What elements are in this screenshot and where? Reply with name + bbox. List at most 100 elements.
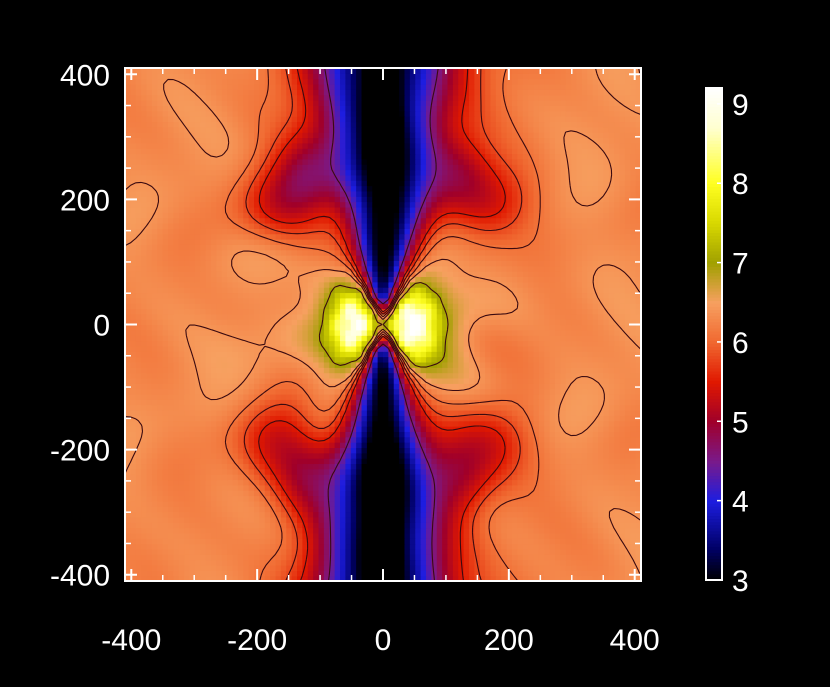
heatmap-cell — [431, 452, 438, 459]
heatmap-cell — [426, 388, 432, 395]
heatmap-cell — [221, 532, 228, 539]
heatmap-cell — [178, 319, 185, 326]
heatmap-cell — [205, 559, 212, 566]
heatmap-cell — [232, 575, 239, 581]
heatmap-cell — [259, 372, 266, 379]
heatmap-cell — [393, 356, 400, 363]
heatmap-cell — [248, 564, 255, 571]
heatmap-cell — [297, 324, 303, 331]
heatmap-cell — [528, 329, 535, 336]
heatmap-cell — [555, 500, 561, 507]
heatmap-cell — [200, 351, 207, 358]
heatmap-cell — [356, 303, 363, 310]
heatmap-cell — [340, 393, 346, 400]
heatmap-cell — [409, 554, 416, 561]
heatmap-cell — [517, 570, 524, 577]
heatmap-cell — [426, 474, 432, 481]
heatmap-cell — [297, 436, 303, 443]
heatmap-cell — [350, 468, 357, 475]
heatmap-cell — [490, 564, 497, 571]
heatmap-cell — [533, 383, 540, 390]
heatmap-cell — [280, 570, 287, 577]
heatmap-cell — [211, 431, 217, 438]
heatmap-cell — [189, 506, 196, 513]
heatmap-cell — [211, 570, 217, 577]
heatmap-cell — [506, 367, 513, 374]
heatmap-cell — [162, 399, 169, 406]
heatmap-cell — [356, 436, 363, 443]
heatmap-cell — [146, 340, 153, 347]
heatmap-cell — [318, 506, 325, 513]
heatmap-cell — [232, 313, 239, 320]
heatmap-cell — [576, 399, 583, 406]
heatmap-cell — [485, 404, 492, 411]
heatmap-cell — [517, 329, 524, 336]
heatmap-cell — [614, 303, 621, 310]
heatmap-cell — [592, 356, 599, 363]
heatmap-cell — [270, 500, 277, 507]
heatmap-cell — [264, 516, 271, 523]
heatmap-cell — [581, 527, 588, 534]
heatmap-cell — [329, 399, 336, 406]
heatmap-cell — [259, 383, 266, 390]
heatmap-cell — [458, 340, 465, 347]
heatmap-cell — [619, 340, 626, 347]
heatmap-cell — [211, 468, 217, 475]
heatmap-cell — [275, 575, 282, 581]
heatmap-cell — [544, 570, 551, 577]
heatmap-cell — [442, 452, 449, 459]
heatmap-cell — [635, 361, 641, 368]
heatmap-cell — [538, 356, 545, 363]
heatmap-cell — [141, 372, 148, 379]
heatmap-cell — [178, 500, 185, 507]
heatmap-cell — [565, 329, 572, 336]
heatmap-cell — [538, 415, 545, 422]
heatmap-cell — [302, 431, 309, 438]
heatmap-cell — [221, 404, 228, 411]
heatmap-cell — [377, 303, 384, 310]
heatmap-cell — [603, 522, 610, 529]
heatmap-cell — [151, 554, 158, 561]
heatmap-cell — [426, 559, 432, 566]
heatmap-cell — [157, 399, 164, 406]
heatmap-cell — [184, 393, 191, 400]
heatmap-cell — [614, 559, 621, 566]
heatmap-cell — [635, 426, 641, 432]
heatmap-cell — [302, 426, 309, 432]
heatmap-cell — [323, 506, 330, 513]
heatmap-cell — [426, 308, 432, 315]
heatmap-cell — [399, 506, 406, 513]
heatmap-cell — [243, 570, 250, 577]
heatmap-cell — [630, 575, 637, 581]
heatmap-cell — [442, 351, 449, 358]
heatmap-cell — [232, 303, 239, 310]
heatmap-cell — [189, 452, 196, 459]
heatmap-cell — [329, 361, 336, 368]
heatmap-cell — [469, 479, 475, 486]
heatmap-cell — [323, 516, 330, 523]
heatmap-cell — [189, 458, 196, 465]
heatmap-cell — [490, 458, 497, 465]
heatmap-cell — [485, 511, 492, 518]
heatmap-cell — [302, 329, 309, 336]
heatmap-cell — [517, 575, 524, 581]
heatmap-cell — [581, 452, 588, 459]
heatmap-cell — [592, 554, 599, 561]
heatmap-cell — [522, 570, 529, 577]
heatmap-cell — [506, 335, 513, 342]
heatmap-cell — [560, 522, 567, 529]
heatmap-cell — [313, 511, 320, 518]
heatmap-cell — [431, 415, 438, 422]
heatmap-cell — [512, 490, 518, 497]
heatmap-cell — [458, 484, 465, 491]
heatmap-cell — [264, 442, 271, 448]
heatmap-cell — [442, 431, 449, 438]
heatmap-cell — [495, 447, 502, 454]
heatmap-cell — [549, 377, 556, 384]
heatmap-cell — [307, 564, 314, 571]
heatmap-cell — [243, 324, 250, 331]
heatmap-cell — [501, 479, 508, 486]
heatmap-cell — [377, 463, 384, 470]
heatmap-cell — [227, 431, 234, 438]
heatmap-cell — [189, 393, 196, 400]
